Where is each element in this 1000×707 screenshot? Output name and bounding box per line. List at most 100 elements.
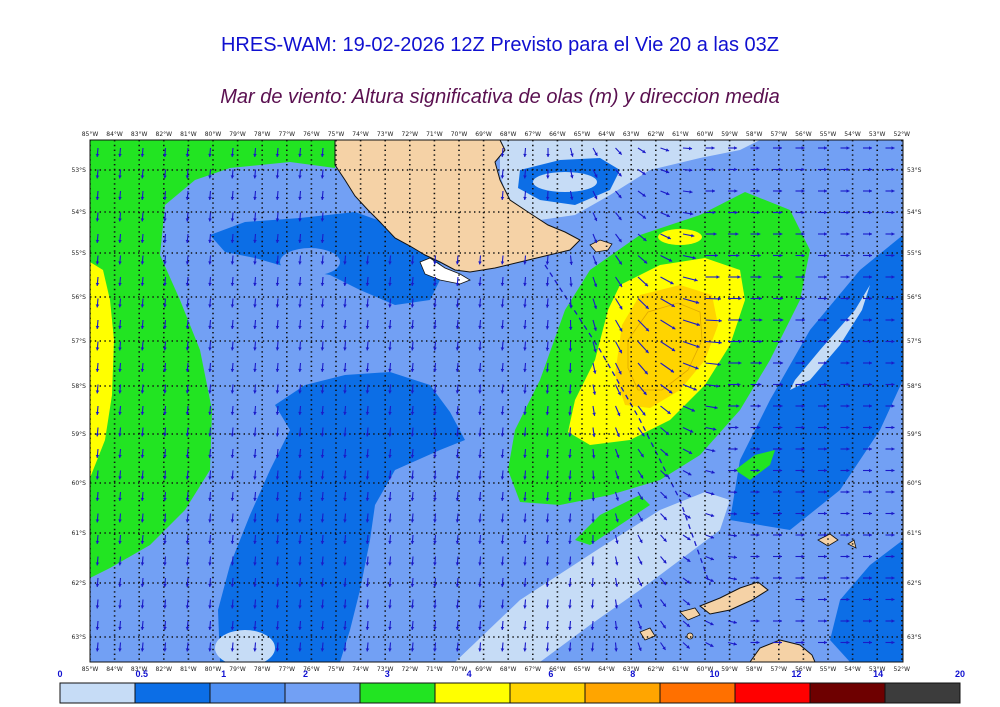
lon-label-top: 58°W: [746, 131, 763, 138]
lon-label-top: 71°W: [426, 131, 443, 138]
lon-labels-bottom: 85°W 84°W 83°W 82°W 81°W 80°W 79°W 78°W 77°W 76°W…: [82, 666, 910, 673]
lon-label-bottom: 55°W: [820, 666, 837, 673]
lat-label-right: 53°S: [907, 167, 922, 174]
green-patch-far-east: [735, 450, 775, 480]
lon-label-top: 76°W: [303, 131, 320, 138]
lon-label-bottom: 62°W: [648, 666, 665, 673]
lat-label-left: 56°S: [72, 294, 87, 301]
lon-label-bottom: 78°W: [254, 666, 271, 673]
lat-label-left: 57°S: [72, 338, 87, 345]
lat-label-right: 59°S: [907, 431, 922, 438]
yellow-zone-west: [90, 262, 114, 478]
colorbar-tick: 10: [710, 669, 720, 679]
lon-label-bottom: 58°W: [746, 666, 763, 673]
lat-label-left: 58°S: [72, 383, 87, 390]
colorbar-tick: 1: [221, 669, 226, 679]
lon-label-bottom: 77°W: [279, 666, 296, 673]
lon-label-top: 83°W: [131, 131, 148, 138]
lon-label-bottom: 57°W: [771, 666, 788, 673]
colorbar-swatch: [509, 682, 586, 704]
isla-de-los-estados: [589, 239, 613, 253]
lat-label-right: 63°S: [907, 634, 922, 641]
lon-label-top: 73°W: [377, 131, 394, 138]
colorbar-tick: 0.5: [136, 669, 149, 679]
colorbar-tick: 4: [467, 669, 472, 679]
lon-label-top: 84°W: [106, 131, 123, 138]
lon-label-bottom: 70°W: [451, 666, 468, 673]
colorbar-swatch: [659, 682, 736, 704]
lon-label-bottom: 79°W: [229, 666, 246, 673]
lon-label-top: 52°W: [894, 131, 911, 138]
colorbar-swatch: [359, 682, 436, 704]
dotted-grid: [90, 140, 903, 662]
island-small-3: [686, 632, 694, 640]
colorbar: [59, 682, 961, 704]
colorbar-swatch: [734, 682, 811, 704]
lat-label-right: 60°S: [907, 480, 922, 487]
lon-label-top: 78°W: [254, 131, 271, 138]
lon-label-bottom: 74°W: [352, 666, 369, 673]
map-subtitle: Mar de viento: Altura significativa de o…: [220, 86, 780, 108]
lat-label-left: 63°S: [72, 634, 87, 641]
lat-labels-left: 53°S 54°S 55°S 56°S 57°S 58°S 59°S 60°S 61°S 62°S…: [72, 167, 87, 641]
lon-label-top: 59°W: [721, 131, 738, 138]
gold-zone-central: [615, 285, 718, 408]
lon-label-bottom: 67°W: [525, 666, 542, 673]
lat-label-left: 60°S: [72, 480, 87, 487]
colorbar-tick: 12: [791, 669, 801, 679]
land-antarctic-peninsula: [749, 639, 816, 662]
lon-label-bottom: 75°W: [328, 666, 345, 673]
colorbar-swatch: [584, 682, 661, 704]
lon-label-top: 81°W: [180, 131, 197, 138]
lon-label-top: 64°W: [598, 131, 615, 138]
gold-contour: [627, 302, 703, 391]
lat-labels-right: 53°S 54°S 55°S 56°S 57°S 58°S 59°S 60°S 61°S 62°S…: [907, 167, 922, 641]
lon-label-bottom: 76°W: [303, 666, 320, 673]
colorbar-tick: 8: [630, 669, 635, 679]
lat-label-right: 61°S: [907, 530, 922, 537]
lon-label-top: 56°W: [795, 131, 812, 138]
route-line: [544, 264, 711, 586]
lat-label-right: 58°S: [907, 383, 922, 390]
lon-label-top: 67°W: [525, 131, 542, 138]
lon-label-bottom: 73°W: [377, 666, 394, 673]
lon-label-bottom: 52°W: [894, 666, 911, 673]
lon-label-bottom: 83°W: [131, 666, 148, 673]
lon-label-top: 54°W: [844, 131, 861, 138]
lat-label-left: 54°S: [72, 209, 87, 216]
colorbar-tick: 20: [955, 669, 965, 679]
lon-label-top: 68°W: [500, 131, 517, 138]
lon-label-bottom: 54°W: [844, 666, 861, 673]
lon-label-bottom: 72°W: [402, 666, 419, 673]
colorbar-swatch: [134, 682, 211, 704]
lat-label-left: 62°S: [72, 580, 87, 587]
colorbar-swatch: [884, 682, 961, 704]
colorbar-swatch: [284, 682, 361, 704]
lon-label-top: 85°W: [82, 131, 99, 138]
calm-sliver-east: [790, 285, 870, 390]
lat-label-right: 54°S: [907, 209, 922, 216]
colorbar-swatch: [59, 682, 136, 704]
land-south-shetland: [699, 581, 769, 615]
lon-label-top: 82°W: [156, 131, 173, 138]
lon-label-bottom: 82°W: [156, 666, 173, 673]
lon-label-top: 66°W: [549, 131, 566, 138]
green-zone-west: [90, 140, 335, 578]
lat-label-left: 61°S: [72, 530, 87, 537]
lon-label-bottom: 59°W: [721, 666, 738, 673]
lon-label-bottom: 56°W: [795, 666, 812, 673]
lon-label-bottom: 68°W: [500, 666, 517, 673]
colorbar-tick: 0: [57, 669, 62, 679]
lon-label-top: 79°W: [229, 131, 246, 138]
lon-label-bottom: 85°W: [82, 666, 99, 673]
lon-label-bottom: 80°W: [205, 666, 222, 673]
lon-label-top: 77°W: [279, 131, 296, 138]
blue-zone-south: [218, 372, 465, 662]
direction-arrows: [95, 146, 895, 652]
lon-label-bottom: 81°W: [180, 666, 197, 673]
map-title: HRES-WAM: 19-02-2026 12Z Previsto para e…: [220, 34, 780, 56]
lon-label-top: 80°W: [205, 131, 222, 138]
lat-label-right: 55°S: [907, 250, 922, 257]
lon-label-top: 55°W: [820, 131, 837, 138]
